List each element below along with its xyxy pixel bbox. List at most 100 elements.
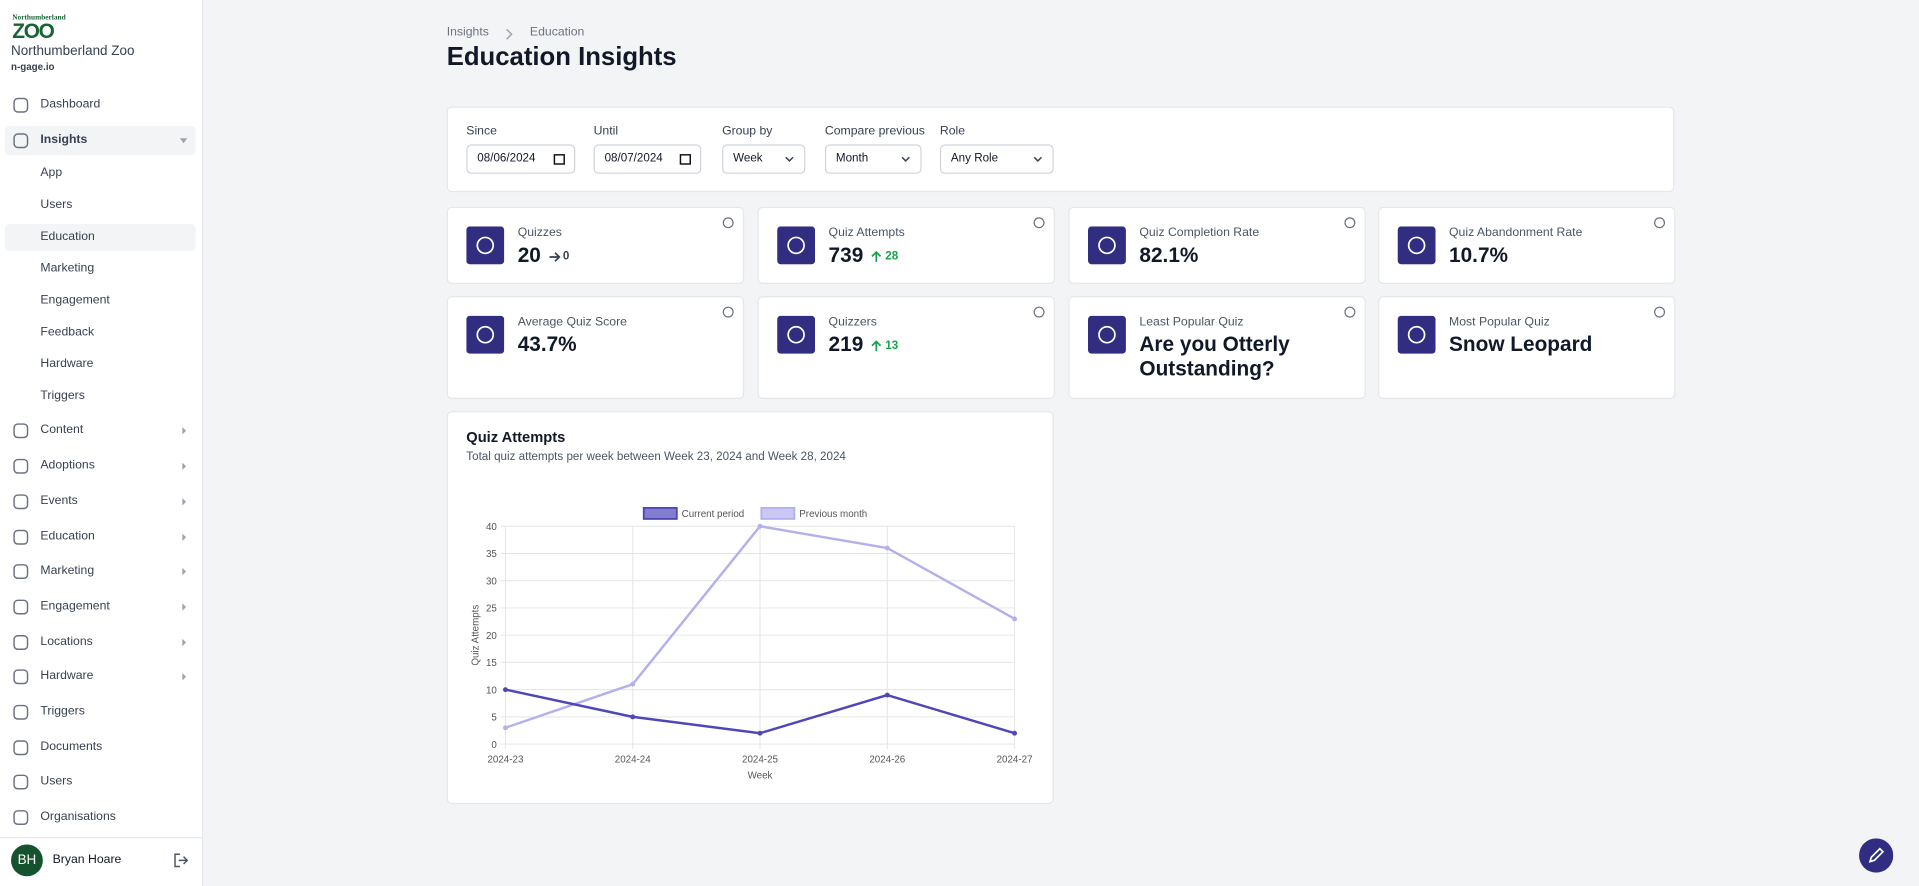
nav-item[interactable]: Adoptions xyxy=(40,459,95,473)
y-tick-label: 35 xyxy=(486,549,497,560)
subnav-item[interactable]: Triggers xyxy=(40,389,85,404)
stat-label: Average Quiz Score xyxy=(517,315,627,330)
chart-title: Quiz Attempts xyxy=(466,428,566,446)
filter-input[interactable]: Any Role xyxy=(939,144,1054,174)
data-point xyxy=(757,523,763,529)
stat-icon xyxy=(1088,315,1126,354)
nav-item[interactable]: Content xyxy=(40,423,84,438)
subnav-item[interactable]: App xyxy=(40,166,63,180)
filter-label: Until xyxy=(593,124,619,139)
stat-icon xyxy=(466,315,505,354)
icon-shape xyxy=(13,599,29,615)
org-name: Northumberland Zoo xyxy=(11,44,135,59)
subnav-item[interactable]: Engagement xyxy=(40,293,110,308)
y-tick-label: 30 xyxy=(486,576,497,587)
icon-shape xyxy=(1654,306,1666,318)
nav-item[interactable]: Locations xyxy=(40,634,93,649)
icon-shape xyxy=(722,306,734,318)
icon-shape xyxy=(13,494,29,509)
nav-arrow xyxy=(182,497,187,506)
icon-shape xyxy=(1033,156,1043,162)
stat-label: Quizzers xyxy=(828,315,877,330)
nav-item[interactable]: Hardware xyxy=(40,669,94,684)
nav-icon xyxy=(13,634,29,650)
nav-icon xyxy=(13,494,29,509)
stat-label: Most Popular Quiz xyxy=(1449,315,1550,330)
icon-bg xyxy=(466,226,505,265)
icon-shape xyxy=(679,154,691,165)
icon-bg xyxy=(1397,315,1436,354)
icon-shape xyxy=(722,217,734,229)
breadcrumb-item[interactable]: Insights xyxy=(446,25,489,40)
nav-arrow xyxy=(182,462,187,471)
filter-input[interactable]: 08/06/2024 xyxy=(466,144,576,174)
subnav-item[interactable]: Marketing xyxy=(40,261,95,276)
arrow xyxy=(182,568,187,576)
filter-label: Group by xyxy=(722,124,773,139)
filter-value: 08/07/2024 xyxy=(604,151,663,166)
icon-shape xyxy=(13,458,29,474)
nav-active-bg xyxy=(4,125,196,156)
trend-arrow xyxy=(871,340,882,352)
nav-item[interactable]: Organisations xyxy=(40,810,116,824)
help-icon xyxy=(1344,217,1356,229)
nav-item[interactable]: Education xyxy=(40,529,95,543)
y-tick-label: 0 xyxy=(491,740,497,751)
subnav-item[interactable]: Feedback xyxy=(40,325,95,340)
icon-shape xyxy=(13,423,29,439)
x-tick-label: 2024-26 xyxy=(869,754,905,765)
stat-card xyxy=(1378,296,1676,399)
subnav-active-bg xyxy=(4,223,196,251)
sidebar: Northumberland ZOO Northumberland Zoo n-gag… xyxy=(0,0,204,886)
data-point xyxy=(1012,616,1018,622)
x-tick-label: 2024-23 xyxy=(487,754,523,765)
stat-icon xyxy=(777,315,816,354)
nav-item[interactable]: Documents xyxy=(40,740,103,754)
filter-input[interactable]: Week xyxy=(722,144,806,174)
org-domain: n-gage.io xyxy=(11,61,55,73)
stat-value: Snow Leopard xyxy=(1449,332,1593,357)
icon-shape xyxy=(787,236,805,255)
select-chevron xyxy=(785,156,794,162)
icon-bg xyxy=(1088,315,1126,354)
filter-label: Since xyxy=(466,124,497,139)
icon-shape xyxy=(174,853,189,868)
icon-shape xyxy=(871,250,882,262)
stat-value: 82.1% xyxy=(1139,243,1199,267)
data-point xyxy=(630,714,636,720)
icon-shape xyxy=(785,156,794,162)
arrow xyxy=(182,462,187,471)
icon-shape xyxy=(1344,306,1356,318)
nav-icon xyxy=(13,423,29,439)
subnav-item[interactable]: Education xyxy=(40,229,95,244)
nav-item[interactable]: Events xyxy=(40,494,78,508)
icon-shape xyxy=(1098,325,1116,344)
legend-swatch xyxy=(642,506,678,520)
filter-input[interactable]: Month xyxy=(824,144,922,174)
nav-item[interactable]: Triggers xyxy=(40,704,85,719)
nav-item[interactable]: Insights xyxy=(40,133,88,147)
edit-button[interactable] xyxy=(1859,838,1894,873)
nav-item[interactable]: Marketing xyxy=(40,564,95,578)
logout-icon xyxy=(174,853,189,868)
arrow xyxy=(182,638,187,646)
select-chevron xyxy=(901,156,910,162)
nav-item[interactable]: Dashboard xyxy=(40,97,101,112)
stat-icon xyxy=(466,226,505,265)
filter-label: Compare previous xyxy=(824,124,925,139)
data-point xyxy=(1012,730,1018,736)
nav-item[interactable]: Users xyxy=(40,775,73,789)
filter-input[interactable]: 08/07/2024 xyxy=(593,144,702,174)
subnav-item[interactable]: Hardware xyxy=(40,357,94,372)
y-tick-label: 20 xyxy=(486,631,497,642)
calendar-icon xyxy=(679,154,691,165)
nav-item[interactable]: Engagement xyxy=(40,599,110,614)
subnav-item[interactable]: Users xyxy=(40,198,73,212)
stat-label: Quiz Completion Rate xyxy=(1139,226,1260,240)
breadcrumb-sep xyxy=(506,28,513,40)
icon-shape xyxy=(1344,217,1356,229)
y-tick-label: 5 xyxy=(491,713,497,724)
nav-icon xyxy=(13,739,29,755)
